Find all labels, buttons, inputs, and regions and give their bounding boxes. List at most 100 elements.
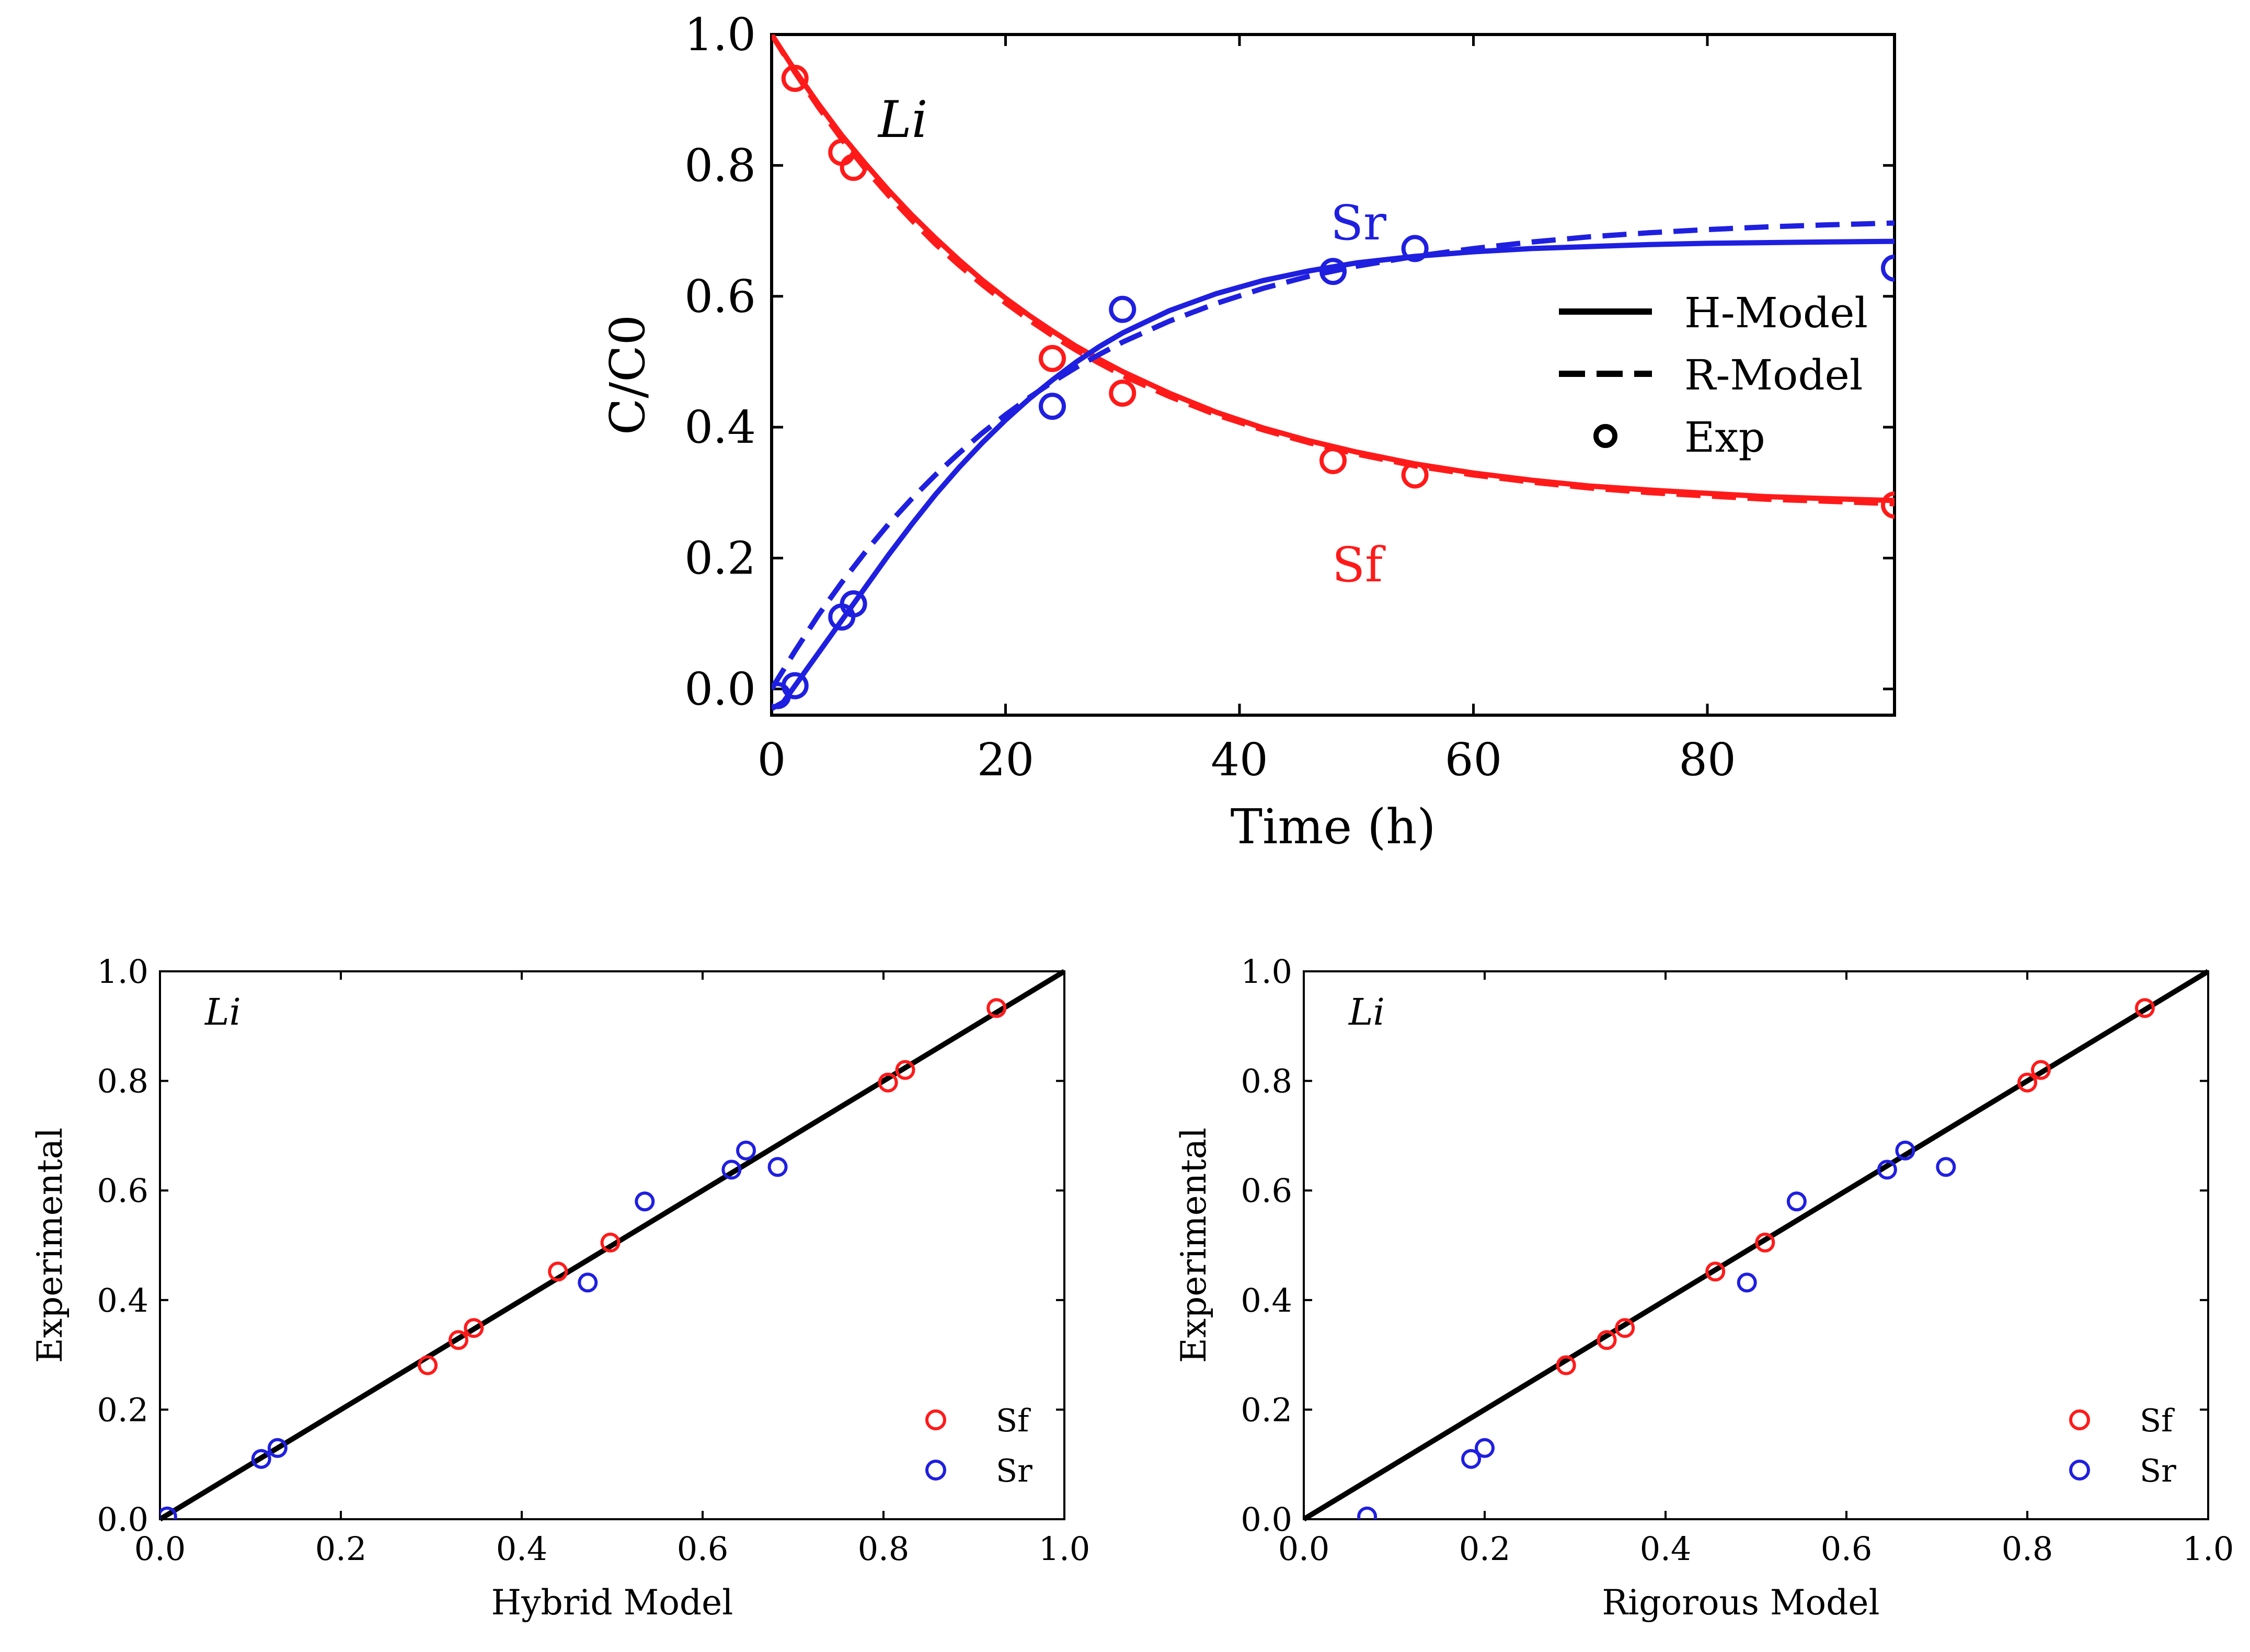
y-tick-label: 0.8 — [97, 1062, 148, 1100]
x-tick-label: 0.4 — [496, 1530, 548, 1568]
y-axis-title: C/C0 — [600, 315, 656, 435]
legend: Sf Sr — [925, 1403, 1032, 1489]
x-tick-label: 0.0 — [134, 1530, 186, 1568]
x-axis-title: Rigorous Model — [1602, 1582, 1879, 1623]
x-tick-label: 0.2 — [1459, 1530, 1511, 1568]
y-tick-label: 0.0 — [684, 663, 756, 716]
data-point — [1319, 447, 1347, 475]
data-point — [1936, 1157, 1956, 1177]
data-point — [895, 1060, 915, 1080]
data-point — [251, 1449, 271, 1469]
y-tick-label: 0.4 — [684, 401, 756, 454]
legend-label-sr: Sr — [2140, 1453, 2176, 1489]
data-point — [828, 139, 856, 166]
panel-label: Li — [204, 991, 241, 1034]
data-point — [2134, 998, 2155, 1018]
x-tick-label: 0.6 — [1821, 1530, 1873, 1568]
data-point — [781, 64, 809, 92]
data-point — [548, 1261, 568, 1282]
x-tick-label: 0 — [757, 734, 786, 786]
annotation-sr: Sr — [1330, 195, 1386, 251]
data-point — [1357, 1506, 1377, 1519]
x-tick-label: 0.8 — [858, 1530, 910, 1568]
y-tick-label: 0.0 — [1241, 1500, 1292, 1539]
series-line — [772, 35, 1895, 507]
marker-group — [160, 998, 1007, 1519]
legend-marker-sr — [2069, 1460, 2090, 1481]
data-point — [1461, 1449, 1482, 1469]
data-point — [1475, 1438, 1495, 1458]
x-tick-label: 40 — [1211, 734, 1268, 786]
x-tick-label: 0.4 — [1640, 1530, 1692, 1568]
data-point — [2017, 1072, 2037, 1093]
rigorous-parity-panel: 0.0 0.2 0.4 0.6 0.8 1.00.00.20.40.60.81.0 Li … — [1174, 953, 2234, 1623]
x-axis-title: Time (h) — [1231, 799, 1436, 855]
legend-marker-sf — [2069, 1409, 2090, 1430]
y-tick-label: 0.6 — [97, 1172, 148, 1210]
legend: Sf Sr — [2069, 1403, 2176, 1489]
panel-label: Li — [1348, 991, 1385, 1034]
data-point — [1737, 1272, 1757, 1293]
legend-label-h-model: H-Model — [1684, 289, 1868, 337]
data-point — [1615, 1318, 1635, 1338]
data-point — [986, 998, 1007, 1018]
panel-label: Li — [877, 90, 927, 149]
series-line — [772, 220, 1895, 691]
legend-label-sf: Sf — [2140, 1403, 2175, 1439]
data-point — [1705, 1261, 1726, 1282]
data-point — [1401, 235, 1429, 262]
tick-group: 0.0 0.2 0.4 0.6 0.8 1.0 0.0 0.2 0.4 0.6 0.8 1.0 — [1241, 953, 2234, 1568]
y-tick-label: 1.0 — [97, 953, 148, 991]
y-tick-label: 0.8 — [1241, 1062, 1292, 1100]
y-tick-label: 1.0 — [1241, 953, 1292, 991]
x-tick-label: 60 — [1445, 734, 1502, 786]
legend-marker-sr — [925, 1460, 946, 1481]
data-point — [418, 1355, 438, 1375]
tick-group: 0.0 0.2 0.4 0.6 0.8 1.0 0.0 0.2 0.4 0.6 0.8 1.0 — [97, 953, 1090, 1568]
data-point — [840, 154, 867, 181]
y-tick-label: 0.6 — [1241, 1172, 1292, 1210]
data-point — [1319, 258, 1347, 285]
legend-label-r-model: R-Model — [1684, 351, 1863, 399]
x-tick-label: 0.2 — [315, 1530, 367, 1568]
x-tick-label: 1.0 — [1039, 1530, 1090, 1568]
data-point — [635, 1191, 655, 1212]
tick-group: 0 20 40 60 80 0.0 0.2 0.4 0.6 0.8 1.0 — [684, 9, 1895, 786]
data-point — [1556, 1355, 1576, 1375]
plot-area-frame — [770, 33, 1896, 717]
data-point — [160, 1506, 177, 1519]
data-point — [1881, 254, 1895, 282]
legend-marker — [1593, 424, 1617, 448]
x-axis-title: Hybrid Model — [491, 1582, 733, 1623]
y-tick-label: 0.8 — [684, 140, 756, 192]
data-point — [1401, 461, 1429, 489]
plot-area-frame — [1303, 970, 2209, 1520]
data-point — [1039, 393, 1066, 420]
y-tick-label: 0.4 — [97, 1281, 148, 1320]
legend-label-sr: Sr — [996, 1453, 1032, 1489]
data-point — [600, 1232, 621, 1253]
y-tick-label: 1.0 — [684, 9, 756, 61]
time-series-panel: 0 20 40 60 80 0.0 0.2 0.4 0.6 0.8 1.0 Li Sr Sf Tim… — [600, 9, 1896, 855]
data-point — [1895, 1140, 1915, 1161]
x-tick-label: 0.0 — [1278, 1530, 1330, 1568]
data-point — [1755, 1232, 1775, 1253]
series-line — [772, 35, 1895, 503]
annotation-sf: Sf — [1332, 537, 1386, 593]
data-point — [1109, 295, 1137, 323]
data-point — [1877, 1160, 1897, 1180]
data-point — [464, 1318, 484, 1338]
marker-group — [1357, 998, 2155, 1519]
data-point — [736, 1140, 756, 1161]
x-tick-label: 0.8 — [2002, 1530, 2053, 1568]
x-tick-label: 80 — [1679, 734, 1736, 786]
x-tick-label: 0.6 — [677, 1530, 729, 1568]
parity-line-group — [158, 969, 1066, 1522]
data-point — [1597, 1330, 1617, 1350]
plot-area-frame — [159, 970, 1065, 1520]
data-point — [1109, 380, 1137, 407]
data-point — [1039, 345, 1066, 372]
legend: H-Model R-Model Exp — [1559, 289, 1868, 462]
legend-marker-sf — [925, 1409, 946, 1430]
